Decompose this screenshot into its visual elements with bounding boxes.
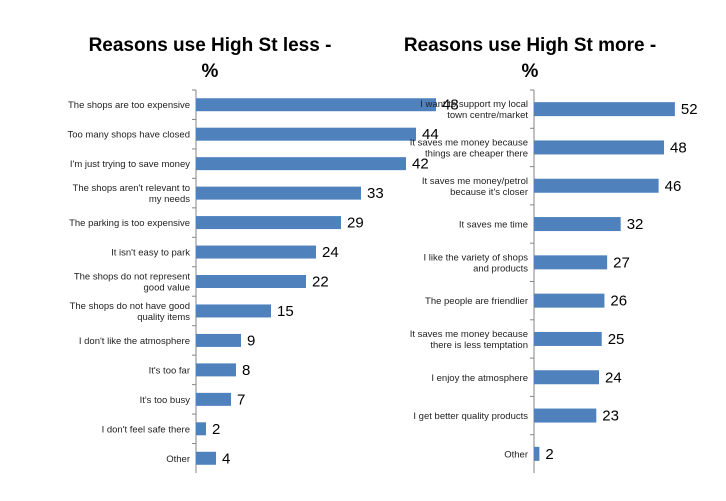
left-category-label: The parking is too expensive [69,218,190,229]
left-category-label: The shops do not have good quality items [70,301,191,323]
left-bar [196,392,231,406]
right-category-label: It saves me time [459,220,528,231]
right-bar [534,408,597,423]
right-chart-title: Reasons use High St more - % [345,33,715,85]
left-chart-title-line2: % [201,61,219,82]
left-chart-title-line1: Reasons use High St less - [88,35,332,56]
right-bar [534,370,600,385]
left-bar [196,186,361,200]
right-value-label: 25 [608,331,625,348]
right-value-label: 23 [602,408,619,425]
left-bar [196,245,316,259]
left-value-label: 22 [312,274,329,291]
left-value-label: 33 [367,185,384,202]
left-value-label: 24 [322,244,339,261]
left-bar [196,304,271,318]
left-bar [196,363,236,377]
left-category-label: It isn't easy to park [111,248,190,259]
left-bar [196,127,416,141]
right-category-label: I enjoy the atmosphere [431,373,528,384]
left-category-label: Too many shops have closed [67,130,190,141]
right-value-label: 46 [665,178,682,195]
right-value-label: 26 [610,293,627,310]
left-value-label: 15 [277,303,294,320]
left-value-label: 7 [237,391,245,408]
right-bar [534,446,540,461]
left-value-label: 42 [412,156,429,173]
left-bar [196,157,406,171]
left-category-label: I don't feel safe there [102,424,190,435]
right-value-label: 32 [627,216,644,233]
right-value-label: 52 [681,101,698,118]
right-category-label: I want to support my local town centre/ma… [420,99,528,121]
right-category-label: It saves me money/petrol because it's clo… [422,176,528,198]
right-chart-title-line2: % [521,61,539,82]
left-bar [196,216,341,230]
left-category-label: I'm just trying to save money [70,159,190,170]
left-category-label: The shops aren't relevant to my needs [73,183,191,205]
right-category-label: It saves me money because there is less t… [410,329,528,351]
right-category-label: Other [504,449,528,460]
left-chart-title: Reasons use High St less - % [20,33,400,85]
right-bar [534,178,659,193]
right-value-label: 24 [605,369,622,386]
right-bar [534,255,608,270]
left-category-label: It's too busy [140,395,191,406]
right-category-label: I get better quality products [413,411,528,422]
left-value-label: 2 [212,421,220,438]
right-bar [534,102,675,117]
left-value-label: 48 [442,97,459,114]
left-value-label: 29 [347,215,364,232]
right-category-label: It saves me money because things are chea… [410,137,528,159]
left-category-label: The shops are too expensive [68,100,190,111]
left-bar [196,275,306,288]
left-category-label: I don't like the atmosphere [79,336,190,347]
right-bar [534,140,665,155]
right-value-label: 2 [545,446,553,463]
left-value-label: 9 [247,332,255,349]
right-category-label: The people are friendlier [425,296,528,307]
left-category-label: The shops do not represent good value [74,272,191,294]
left-category-label: It's too far [149,365,190,376]
right-bar [534,293,605,308]
right-chart-title-line1: Reasons use High St more - [403,35,657,56]
right-category-label: I like the variety of shops and products [423,252,528,274]
right-bar [534,217,621,232]
right-bar [534,331,602,346]
left-bar [196,422,206,436]
right-value-label: 48 [670,139,687,156]
right-value-label: 27 [613,254,630,271]
left-category-label: Other [166,454,190,465]
left-value-label: 44 [422,126,439,143]
left-bar [196,451,216,465]
left-value-label: 8 [242,362,250,379]
left-value-label: 4 [222,450,230,467]
left-bar [196,98,436,112]
left-bar [196,333,241,347]
